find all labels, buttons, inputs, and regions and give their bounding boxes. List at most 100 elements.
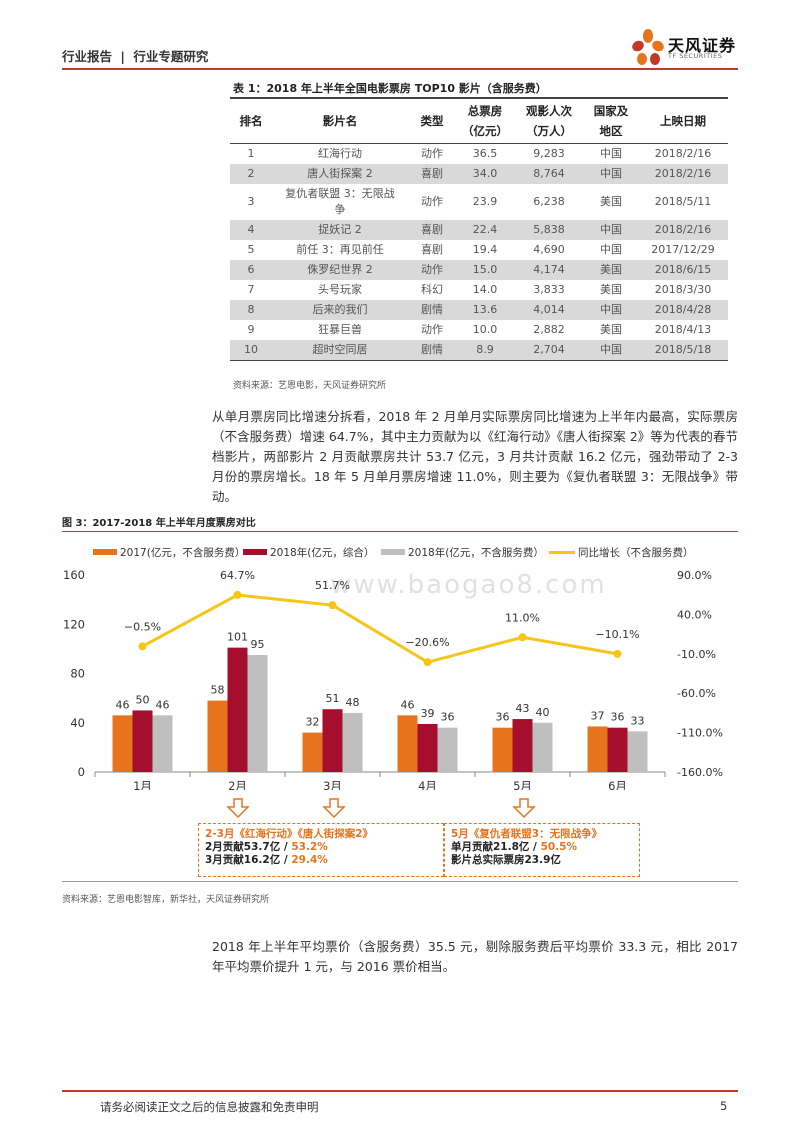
chart-legend: 2017(亿元，不含服务费） 2018年(亿元，综合） 2018年(亿元，不含服… xyxy=(93,545,733,561)
growth-point xyxy=(423,658,432,667)
bar-value-label: 36 xyxy=(441,711,455,724)
y-tick-label: 0 xyxy=(78,765,85,779)
cell-country: 美国 xyxy=(600,195,622,208)
cell-viewers: 8,764 xyxy=(514,164,584,184)
cell-name: 复仇者联盟 3：无限战争 xyxy=(285,187,395,216)
x-tick-label: 4月 xyxy=(418,779,437,790)
cell-viewers: 3,833 xyxy=(533,283,565,296)
table-row: 6 侏罗纪世界 2 动作 15.0 4,174 美国 2018/6/15 xyxy=(230,260,728,280)
cell-viewers: 4,690 xyxy=(533,243,565,256)
cell-name: 狂暴巨兽 xyxy=(318,323,362,336)
col-viewers-l1: 观影人次 xyxy=(526,104,572,118)
col-rank: 排名 xyxy=(230,97,272,144)
bar-value-label: 36 xyxy=(496,711,510,724)
cell-date: 2018/4/28 xyxy=(638,300,728,320)
y-tick-label: 160 xyxy=(63,568,85,582)
bar-2018-net xyxy=(627,731,648,772)
arrows-feb-mar xyxy=(226,798,346,819)
header-divider xyxy=(62,68,738,70)
col-box-l2: （亿元） xyxy=(462,124,508,138)
cell-box: 10.0 xyxy=(472,323,498,336)
cell-name: 后来的我们 xyxy=(272,300,408,320)
cell-name: 超时空同居 xyxy=(272,340,408,361)
header-category-label: 行业报告 xyxy=(62,49,113,64)
legend-label-growth: 同比增长（不含服务费） xyxy=(578,547,694,559)
cell-genre: 动作 xyxy=(408,260,456,280)
col-country: 国家及 地区 xyxy=(584,97,638,144)
callout-may-line: 单月贡献21.8亿 / 50.5% xyxy=(451,841,633,854)
page-number: 5 xyxy=(720,1099,728,1113)
table-row: 1 红海行动 动作 36.5 9,283 中国 2018/2/16 xyxy=(230,144,728,165)
cell-genre: 剧情 xyxy=(408,340,456,361)
callout-feb-value: 2月贡献53.7亿 / xyxy=(205,841,292,853)
table-row: 7 头号玩家 科幻 14.0 3,833 美国 2018/3/30 xyxy=(230,280,728,300)
bar-2017 xyxy=(207,700,228,772)
x-tick-label: 6月 xyxy=(608,779,627,790)
callout-feb-pct: 53.2% xyxy=(291,841,328,853)
cell-rank: 9 xyxy=(247,323,255,336)
y-right-tick-label: 40.0% xyxy=(677,608,712,621)
header-category: 行业报告 | 行业专题研究 xyxy=(62,46,208,65)
bar-2017 xyxy=(112,715,133,772)
growth-point xyxy=(328,601,337,610)
bar-2018-total xyxy=(607,727,628,772)
legend-label-2018-total: 2018年(亿元，综合） xyxy=(270,547,375,559)
legend-label-2018-net: 2018年(亿元，不含服务费） xyxy=(408,547,544,559)
cell-name: 唐人街探案 2 xyxy=(272,164,408,184)
logo-flame-icon xyxy=(632,29,664,65)
growth-point xyxy=(518,633,527,642)
cell-box: 36.5 xyxy=(472,147,498,160)
table-header-row: 排名 影片名 类型 总票房 （亿元） 观影人次 （万人） 国家及 地区 上映日期 xyxy=(230,97,728,144)
cell-name: 头号玩家 xyxy=(318,283,362,296)
header-separator: | xyxy=(120,49,125,64)
cell-box: 23.9 xyxy=(472,195,498,208)
bar-value-label: 43 xyxy=(516,702,530,715)
legend-swatch-2018-net xyxy=(381,549,405,555)
arrow-down-icon xyxy=(226,798,250,819)
callout-feb-mar: 2-3月《红海行动》《唐人街探案2》 2月贡献53.7亿 / 53.2% 3月贡… xyxy=(198,823,444,877)
cell-country: 中国 xyxy=(584,340,638,361)
bar-2018-net xyxy=(532,722,553,772)
growth-label: −0.5% xyxy=(124,620,161,633)
arrow-down-icon xyxy=(322,798,346,819)
bar-value-label: 58 xyxy=(211,684,225,697)
growth-line xyxy=(141,593,618,664)
bar-2017 xyxy=(492,727,513,772)
callout-may-total: 影片总实际票房23.9亿 xyxy=(451,854,561,866)
col-viewers-l2: （万人） xyxy=(526,124,572,138)
legend-swatch-growth xyxy=(549,550,575,554)
bar-value-label: 40 xyxy=(536,706,550,719)
y-right-tick-label: -60.0% xyxy=(677,687,716,700)
y-right-tick-label: 90.0% xyxy=(677,569,712,582)
col-country-l2: 地区 xyxy=(599,124,623,138)
cell-rank: 4 xyxy=(230,220,272,240)
callout-feb-line: 2月贡献53.7亿 / 53.2% xyxy=(205,841,437,854)
bar-value-label: 36 xyxy=(611,711,625,724)
callout-may-value: 单月贡献21.8亿 / xyxy=(451,841,541,853)
bar-value-label: 48 xyxy=(346,696,360,709)
bar-2018-net xyxy=(437,727,458,772)
cell-viewers: 2,704 xyxy=(514,340,584,361)
bar-value-label: 95 xyxy=(251,638,265,651)
bar-value-label: 39 xyxy=(421,707,435,720)
col-box: 总票房 （亿元） xyxy=(456,97,514,144)
table-source: 资料来源：艺恩电影，天风证券研究所 xyxy=(233,381,387,391)
y-tick-label: 120 xyxy=(63,617,85,631)
y-tick-label: 80 xyxy=(70,667,85,681)
legend-swatch-2017 xyxy=(93,549,117,555)
cell-box: 14.0 xyxy=(472,283,498,296)
cell-name: 前任 3：再见前任 xyxy=(296,243,384,256)
cell-genre: 喜剧 xyxy=(421,243,443,256)
cell-date: 2018/2/16 xyxy=(638,220,728,240)
legend-item-2017: 2017(亿元，不含服务费） xyxy=(93,545,245,560)
cell-country: 中国 xyxy=(584,220,638,240)
cell-date: 2018/5/11 xyxy=(654,195,712,208)
col-name: 影片名 xyxy=(272,97,408,144)
cell-box: 13.6 xyxy=(456,300,514,320)
bar-2018-net xyxy=(152,715,173,772)
col-date: 上映日期 xyxy=(638,97,728,144)
bar-2018-net xyxy=(342,712,363,772)
cell-genre: 剧情 xyxy=(408,300,456,320)
cell-country: 美国 xyxy=(600,323,622,336)
bar-2017 xyxy=(302,732,323,772)
